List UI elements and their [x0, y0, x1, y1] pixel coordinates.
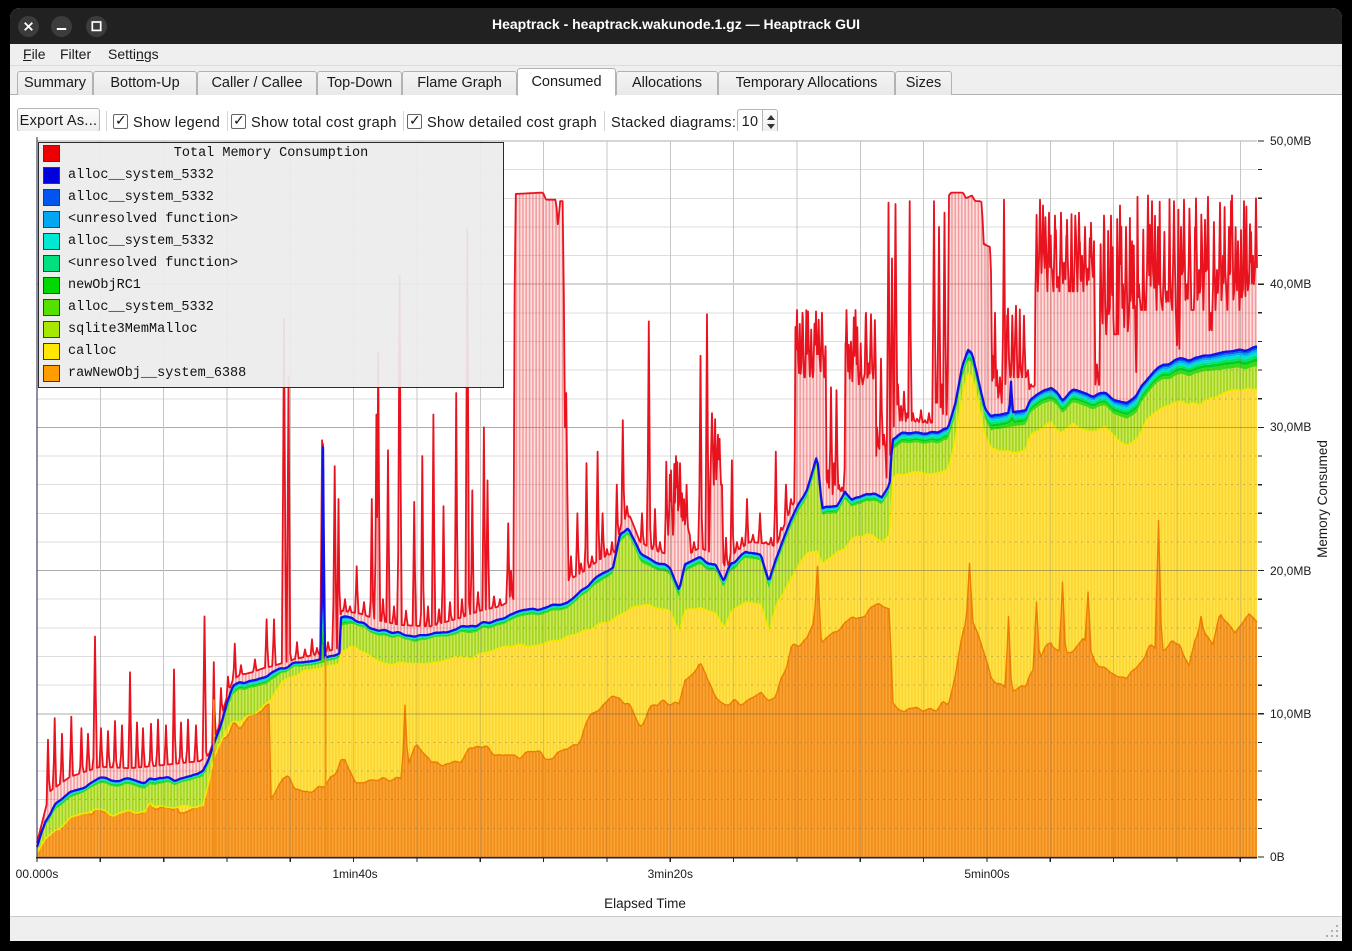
svg-text:20,0MB: 20,0MB [1270, 564, 1311, 578]
svg-text:50,0MB: 50,0MB [1270, 134, 1311, 148]
svg-text:5min00s: 5min00s [964, 867, 1009, 881]
svg-text:3min20s: 3min20s [648, 867, 693, 881]
svg-text:40,0MB: 40,0MB [1270, 277, 1311, 291]
svg-text:10,0MB: 10,0MB [1270, 707, 1311, 721]
svg-text:0B: 0B [1270, 850, 1285, 864]
svg-text:Memory Consumed: Memory Consumed [1315, 440, 1330, 558]
svg-text:00.000s: 00.000s [16, 867, 59, 881]
svg-text:1min40s: 1min40s [332, 867, 377, 881]
svg-text:Elapsed Time: Elapsed Time [604, 896, 686, 911]
svg-text:30,0MB: 30,0MB [1270, 420, 1311, 434]
